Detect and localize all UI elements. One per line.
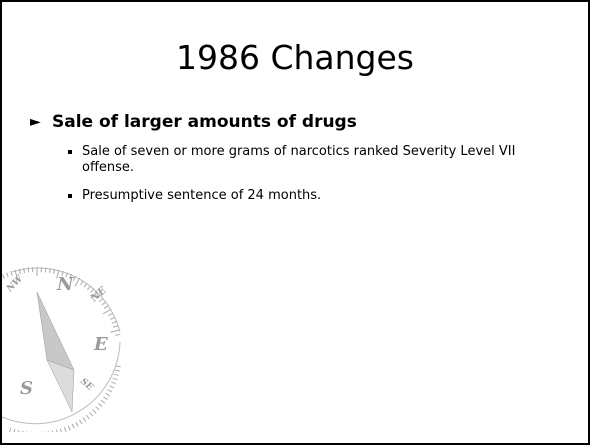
- bullet-square: [68, 150, 72, 154]
- compass-tick: [85, 414, 90, 420]
- compass-tick: [95, 406, 100, 411]
- compass-tick: [65, 272, 68, 278]
- compass-tick: [110, 329, 120, 333]
- compass-tick: [74, 278, 80, 287]
- compass-tick: [59, 428, 62, 432]
- compass-tick: [103, 396, 108, 400]
- compass-tick: [27, 267, 30, 273]
- compass-tick: [103, 305, 109, 309]
- compass-tick: [86, 285, 91, 291]
- compass-tick: [72, 276, 77, 281]
- sub-bullet: Presumptive sentence of 24 months.: [68, 188, 538, 204]
- compass-tick: [90, 288, 95, 293]
- compass-tick: [92, 409, 97, 414]
- compass-tick: [26, 431, 28, 432]
- compass-label: E: [93, 334, 108, 355]
- compass-tick: [69, 274, 73, 280]
- compass-tick: [82, 417, 87, 422]
- compass-tick: [49, 267, 51, 274]
- compass-tick: [55, 429, 58, 432]
- compass-tick: [18, 268, 21, 274]
- compass-tick: [112, 325, 118, 328]
- compass-tick: [101, 301, 107, 306]
- compass-tick: [13, 428, 16, 432]
- compass-tick: [44, 267, 47, 273]
- compass-tick: [102, 309, 111, 315]
- compass-tick: [18, 429, 20, 432]
- compass-tick: [71, 423, 75, 429]
- compass-tick: [8, 427, 12, 432]
- compass-tick: [23, 267, 25, 274]
- bullet-text: Sale of larger amounts of drugs: [52, 112, 357, 132]
- needle-south: [46, 359, 75, 413]
- compass-tick: [47, 431, 49, 432]
- compass-tick: [111, 321, 117, 324]
- bullet-arrow: ►: [30, 114, 41, 130]
- compass-tick: [51, 430, 54, 432]
- compass-tick: [115, 333, 121, 336]
- compass-tick: [63, 427, 67, 432]
- compass-label: SE: [78, 377, 95, 393]
- compass-tick: [75, 421, 79, 427]
- compass-tick: [89, 412, 94, 417]
- compass-tick: [112, 377, 118, 381]
- compass-tick: [83, 282, 88, 288]
- compass-tick: [115, 365, 121, 368]
- compass-tick: [56, 269, 60, 279]
- compass-tick: [80, 280, 84, 286]
- compass-tick: [100, 399, 106, 404]
- compass-tick: [109, 385, 115, 389]
- sub-bullet: Sale of seven or more grams of narcotics…: [68, 144, 538, 176]
- compass-tick: [105, 392, 111, 397]
- compass-tick: [98, 298, 104, 303]
- compass-tick: [114, 369, 120, 372]
- compass-tick: [107, 389, 113, 393]
- compass-tick: [10, 271, 13, 277]
- compass-tick: [2, 274, 5, 280]
- compass-tick: [6, 272, 9, 278]
- sub-bullet-text: Presumptive sentence of 24 months.: [82, 188, 322, 203]
- needle-north: [36, 291, 75, 371]
- compass-tick: [110, 381, 116, 385]
- compass-tick: [78, 419, 83, 425]
- bullet-square: [68, 194, 72, 198]
- compass-tick: [22, 430, 24, 432]
- compass-tick: [90, 291, 98, 299]
- compass-label: N: [56, 274, 75, 295]
- compass-tick: [14, 269, 18, 279]
- compass-tick: [108, 312, 113, 317]
- compass-tick: [97, 403, 103, 408]
- compass-tick: [113, 373, 119, 376]
- compass-tick: [53, 268, 56, 274]
- compass-tick: [96, 294, 101, 299]
- compass-label: S: [20, 378, 33, 399]
- sub-bullet-text: Sale of seven or more grams of narcotics…: [82, 144, 516, 175]
- compass-tick: [61, 271, 64, 277]
- compass-tick: [67, 425, 71, 431]
- compass-tick: [109, 316, 115, 320]
- slide-title: 1986 Changes: [175, 38, 414, 77]
- compass-decoration: N NE E S SE NW: [2, 267, 121, 432]
